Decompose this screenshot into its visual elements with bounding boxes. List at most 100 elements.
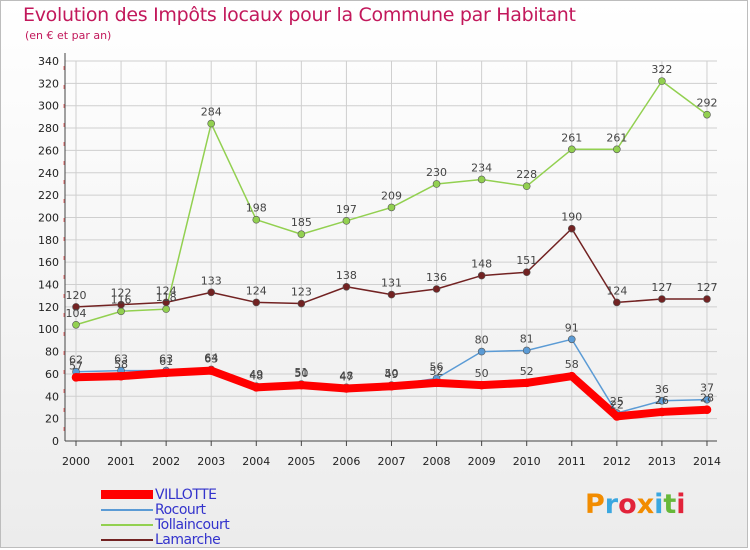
data-label-rocourt: 64 <box>204 351 218 364</box>
chart-title: Evolution des Impôts locaux pour la Comm… <box>23 4 576 26</box>
data-label-lamarche: 127 <box>696 281 717 294</box>
y-tick-label: 100 <box>38 323 59 336</box>
x-tick-label: 2010 <box>513 455 541 468</box>
y-tick-label: 280 <box>38 122 59 135</box>
data-label-tollaincourt: 197 <box>336 203 357 216</box>
data-point-lamarche <box>162 298 170 307</box>
data-point-villotte <box>387 381 396 391</box>
data-label-villotte: 57 <box>69 359 83 372</box>
data-point-lamarche <box>117 300 125 309</box>
legend-label: Tollaincourt <box>155 517 230 533</box>
data-label-rocourt: 50 <box>384 367 398 380</box>
axes: 0 20 40 60 80 100 120 140 160 180 200 220 240 260 280 3… <box>38 53 721 468</box>
data-label-tollaincourt: 104 <box>66 307 87 320</box>
legend-swatch <box>101 524 153 526</box>
data-label-rocourt: 37 <box>700 382 714 395</box>
data-label-tollaincourt: 322 <box>651 63 672 76</box>
data-label-villotte: 48 <box>249 369 263 382</box>
y-tick-label: 320 <box>38 77 59 90</box>
data-point-tollaincourt <box>387 203 396 212</box>
data-label-villotte: 52 <box>430 365 444 378</box>
x-tick-label: 2004 <box>242 455 270 468</box>
series-lines <box>71 77 712 421</box>
logo-letter: o <box>618 489 637 520</box>
data-point-lamarche <box>567 224 576 233</box>
data-point-villotte <box>477 380 486 390</box>
logo-letter: i <box>654 489 664 520</box>
y-tick-label: 260 <box>38 144 59 157</box>
data-point-villotte <box>567 371 577 381</box>
data-point-lamarche <box>72 303 80 311</box>
data-label-rocourt: 56 <box>430 360 444 373</box>
data-point-tollaincourt <box>613 145 621 154</box>
data-point-tollaincourt <box>703 110 711 119</box>
data-point-villotte <box>297 380 306 390</box>
data-point-tollaincourt <box>72 320 80 329</box>
data-label-tollaincourt: 116 <box>111 293 132 306</box>
data-point-tollaincourt <box>162 305 170 313</box>
legend-label: Lamarche <box>155 532 221 548</box>
data-label-lamarche: 138 <box>336 269 357 282</box>
data-label-rocourt: 51 <box>294 366 308 379</box>
logo-letter: P <box>585 489 605 520</box>
x-tick-label: 2005 <box>287 455 315 468</box>
data-label-lamarche: 123 <box>291 286 312 299</box>
data-point-lamarche <box>432 285 441 293</box>
data-label-rocourt: 48 <box>339 369 353 382</box>
x-tick-label: 2000 <box>62 455 90 468</box>
data-label-lamarche: 124 <box>606 284 627 297</box>
legend-swatch <box>101 539 153 541</box>
data-point-tollaincourt <box>432 180 441 188</box>
data-label-lamarche: 151 <box>516 254 537 267</box>
y-tick-label: 200 <box>38 211 59 224</box>
data-label-villotte: 26 <box>655 394 669 407</box>
data-label-villotte: 52 <box>520 365 534 378</box>
x-tick-label: 2007 <box>377 455 405 468</box>
data-point-villotte <box>342 384 351 393</box>
data-label-lamarche: 131 <box>381 277 402 290</box>
data-label-rocourt: 62 <box>69 354 83 367</box>
data-point-villotte <box>702 405 712 415</box>
data-label-lamarche: 120 <box>66 289 87 302</box>
data-label-tollaincourt: 234 <box>471 161 492 174</box>
data-label-rocourt: 63 <box>114 353 128 366</box>
data-point-tollaincourt <box>477 175 486 184</box>
data-label-lamarche: 124 <box>156 284 177 297</box>
data-point-villotte <box>71 372 81 382</box>
y-tick-label: 40 <box>45 390 59 403</box>
data-point-villotte <box>522 378 532 388</box>
legend-swatch <box>101 509 153 511</box>
data-label-villotte: 47 <box>339 370 353 383</box>
x-tick-label: 2002 <box>152 455 180 468</box>
chart-subtitle: (en € et par an) <box>25 29 112 42</box>
y-tick-label: 60 <box>45 368 59 381</box>
data-label-lamarche: 136 <box>426 271 447 284</box>
data-point-villotte <box>432 378 441 388</box>
data-point-tollaincourt <box>342 217 351 225</box>
x-tick-label: 2013 <box>648 455 676 468</box>
legend-label: Rocourt <box>155 502 206 518</box>
data-label-tollaincourt: 230 <box>426 166 447 179</box>
y-tick-label: 300 <box>38 100 59 113</box>
data-label-villotte: 50 <box>475 367 489 380</box>
data-label-tollaincourt: 185 <box>291 216 312 229</box>
logo-letter: t <box>663 489 677 520</box>
legend-swatch <box>101 490 153 499</box>
y-tick-label: 180 <box>38 234 59 247</box>
data-label-lamarche: 127 <box>651 281 672 294</box>
data-label-rocourt: 63 <box>159 353 173 366</box>
data-label-tollaincourt: 292 <box>696 97 717 110</box>
data-point-lamarche <box>522 268 531 277</box>
logo-letter: i <box>676 489 686 520</box>
data-point-rocourt <box>703 395 711 404</box>
data-point-lamarche <box>613 298 621 307</box>
logo-letter: x <box>636 489 655 520</box>
data-point-lamarche <box>342 282 351 291</box>
data-point-tollaincourt <box>117 307 125 316</box>
data-label-villotte: 61 <box>159 355 173 368</box>
data-label-lamarche: 124 <box>246 284 267 297</box>
data-label-villotte: 50 <box>294 367 308 380</box>
data-point-lamarche <box>297 299 306 308</box>
